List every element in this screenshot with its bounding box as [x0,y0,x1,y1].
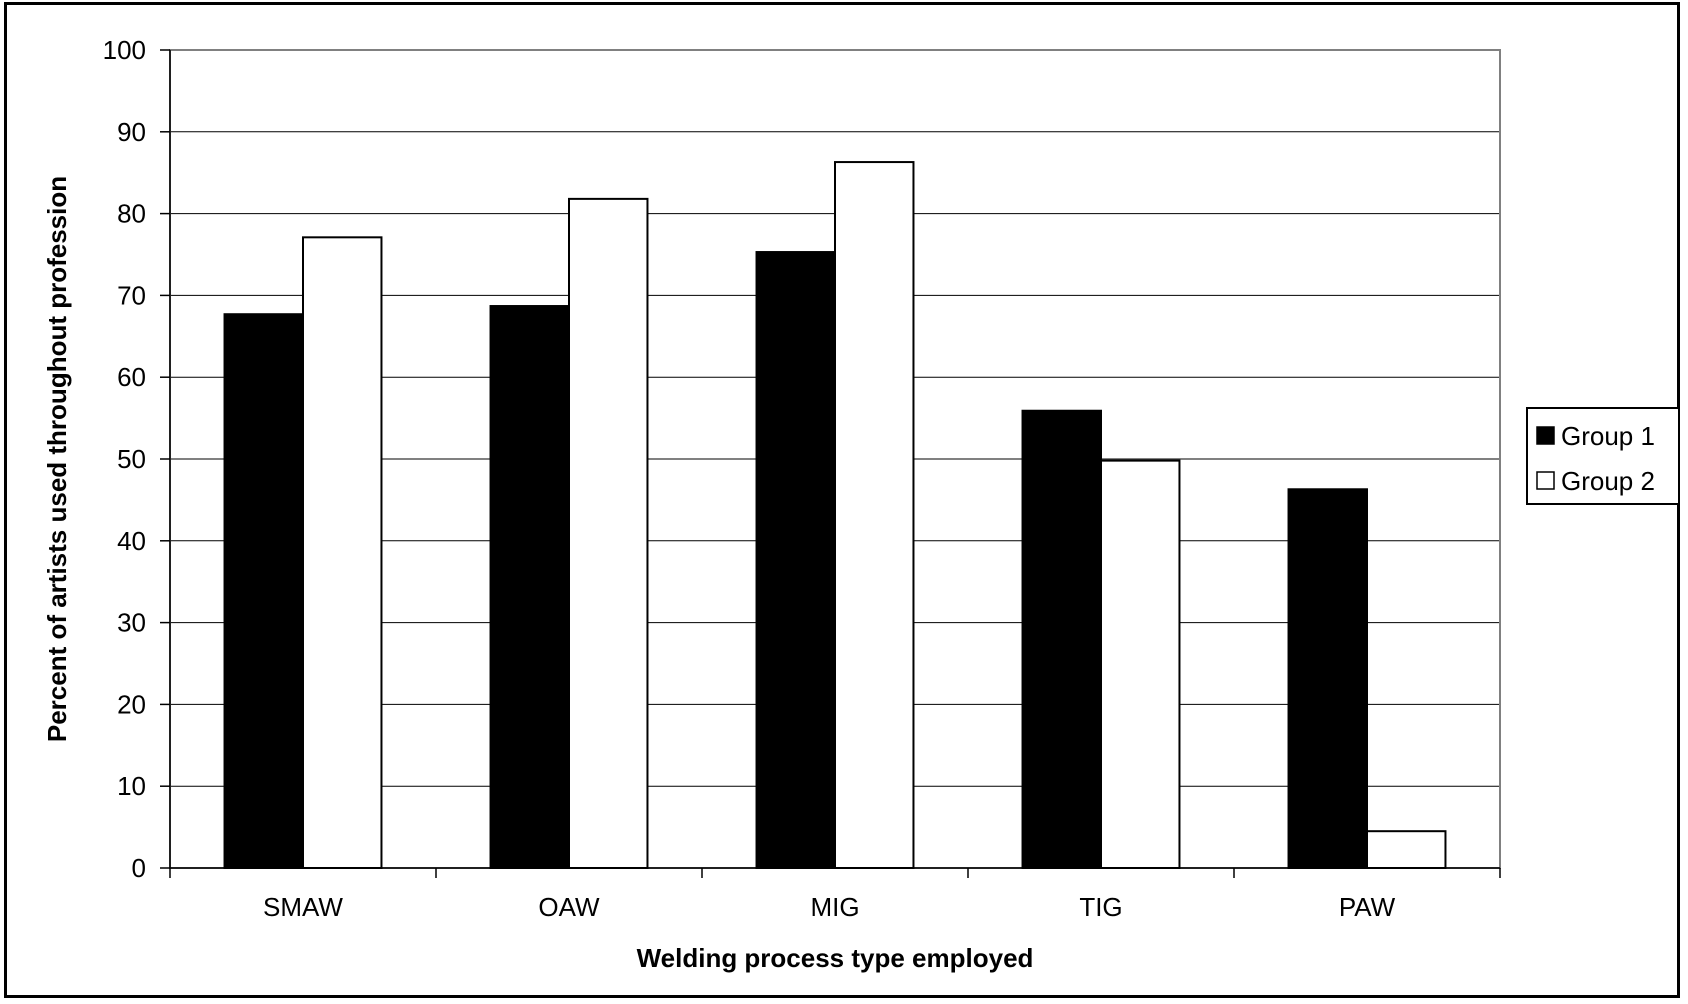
x-tick-label: MIG [810,892,859,922]
bar-group-2-paw [1366,830,1447,870]
y-tick-label: 50 [117,444,146,474]
bars [223,161,1447,870]
bar-group-2-tig [1100,459,1181,869]
bar-group-1-tig [1021,409,1103,869]
y-tick-label: 100 [103,35,146,65]
axes: 0 10 20 30 40 50 60 70 80 90 100 SMAW OAW MIG TIG PAW [103,35,1501,922]
bar-group-1-oaw [489,305,570,869]
y-tick-label: 20 [117,689,146,719]
y-tick-label: 70 [117,280,146,310]
x-tick-label: PAW [1339,892,1396,922]
bar-group-1-smaw [223,313,304,869]
legend-label-group-1: Group 1 [1561,421,1655,451]
y-tick-label: 0 [132,853,146,883]
y-tick-label: 80 [117,199,146,229]
x-tick-label: SMAW [263,892,343,922]
legend-label-group-2: Group 2 [1561,466,1655,496]
bar-group-2-mig [834,161,915,870]
legend-swatch-group-2 [1536,471,1555,490]
x-tick-label: OAW [538,892,600,922]
bar-group-1-mig [755,251,837,869]
y-axis-title: Percent of artists used throughout profe… [42,176,72,742]
x-tick-label: TIG [1079,892,1122,922]
y-tick-label: 10 [117,771,146,801]
bar-group-2-smaw [302,236,383,869]
legend: Group 1 Group 2 [1526,407,1680,505]
bar-group-1-paw [1287,488,1369,869]
legend-swatch-group-1 [1536,426,1555,445]
y-tick-label: 60 [117,362,146,392]
y-tick-label: 30 [117,608,146,638]
y-tick-label: 40 [117,526,146,556]
bar-group-2-oaw [568,197,649,870]
x-axis-title: Welding process type employed [637,943,1034,973]
y-tick-label: 90 [117,117,146,147]
